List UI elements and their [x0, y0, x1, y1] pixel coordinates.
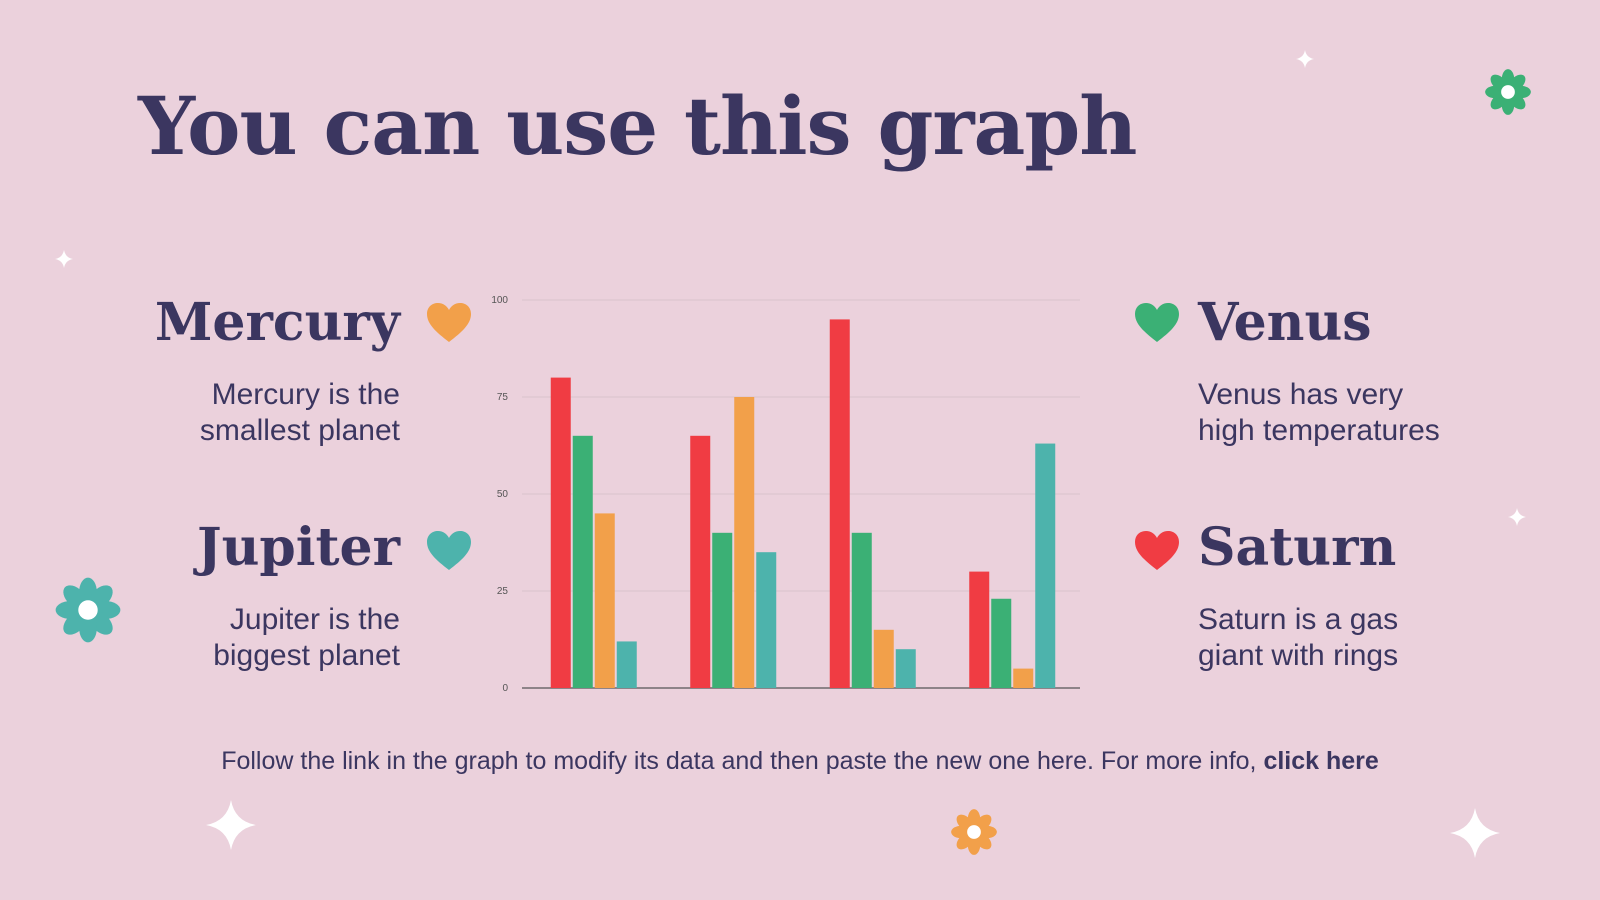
- y-tick-label: 100: [491, 295, 508, 306]
- bar[interactable]: [829, 319, 850, 688]
- desc-line: Mercury is the: [211, 378, 400, 411]
- desc-line: giant with rings: [1198, 639, 1399, 672]
- bar[interactable]: [594, 513, 615, 688]
- planet-desc-mercury: Mercury is the smallest planet: [70, 377, 400, 449]
- bar[interactable]: [851, 532, 872, 688]
- bar[interactable]: [616, 641, 637, 688]
- desc-line: high temperatures: [1198, 414, 1440, 447]
- planet-block-saturn: Saturn Saturn is a gas giant with rings: [1198, 522, 1528, 674]
- desc-line: Saturn is a gas: [1198, 603, 1399, 636]
- sparkle-icon: [55, 250, 73, 268]
- heart-icon: [1134, 302, 1180, 344]
- planet-desc-venus: Venus has very high temperatures: [1198, 377, 1528, 449]
- planet-block-mercury: Mercury Mercury is the smallest planet: [70, 297, 400, 449]
- heart-icon: [426, 530, 472, 572]
- sparkle-icon: [1296, 50, 1314, 68]
- sparkle-icon: [1450, 808, 1500, 858]
- sparkle-icon: [1508, 508, 1526, 526]
- page-title: You can use this graph: [138, 79, 1137, 173]
- y-tick-label: 25: [497, 586, 509, 597]
- y-tick-label: 0: [502, 683, 508, 694]
- bar-chart[interactable]: 0 25 50 75 100: [490, 288, 1100, 698]
- bar[interactable]: [969, 571, 990, 688]
- bar[interactable]: [756, 552, 777, 688]
- y-tick-label: 50: [497, 489, 509, 500]
- bar[interactable]: [572, 435, 593, 688]
- click-here-link[interactable]: click here: [1263, 747, 1379, 775]
- bar[interactable]: [1035, 443, 1056, 688]
- planet-block-venus: Venus Venus has very high temperatures: [1198, 297, 1528, 449]
- bar[interactable]: [1013, 668, 1034, 688]
- footer-note: Follow the link in the graph to modify i…: [0, 747, 1600, 776]
- desc-line: Jupiter is the: [229, 603, 400, 636]
- flower-icon: [950, 808, 998, 856]
- heart-icon: [1134, 530, 1180, 572]
- desc-line: Venus has very: [1198, 378, 1404, 411]
- footer-text: Follow the link in the graph to modify i…: [221, 747, 1264, 775]
- flower-icon: [54, 576, 122, 644]
- y-tick-label: 75: [497, 392, 509, 403]
- planet-name-venus: Venus: [1198, 292, 1372, 353]
- planet-desc-saturn: Saturn is a gas giant with rings: [1198, 602, 1528, 674]
- desc-line: biggest planet: [213, 639, 400, 672]
- planet-name-saturn: Saturn: [1198, 517, 1397, 578]
- planet-name-jupiter: Jupiter: [196, 517, 400, 578]
- desc-line: smallest planet: [199, 414, 400, 447]
- flower-icon: [1484, 68, 1532, 116]
- bar[interactable]: [712, 532, 733, 688]
- bar[interactable]: [895, 649, 916, 688]
- planet-block-jupiter: Jupiter Jupiter is the biggest planet: [70, 522, 400, 674]
- planet-desc-jupiter: Jupiter is the biggest planet: [70, 602, 400, 674]
- bar[interactable]: [550, 377, 571, 688]
- planet-name-mercury: Mercury: [154, 292, 400, 353]
- bar[interactable]: [734, 397, 755, 688]
- sparkle-icon: [206, 800, 256, 850]
- bar[interactable]: [690, 435, 711, 688]
- bar[interactable]: [873, 629, 894, 688]
- bar[interactable]: [991, 598, 1012, 688]
- heart-icon: [426, 302, 472, 344]
